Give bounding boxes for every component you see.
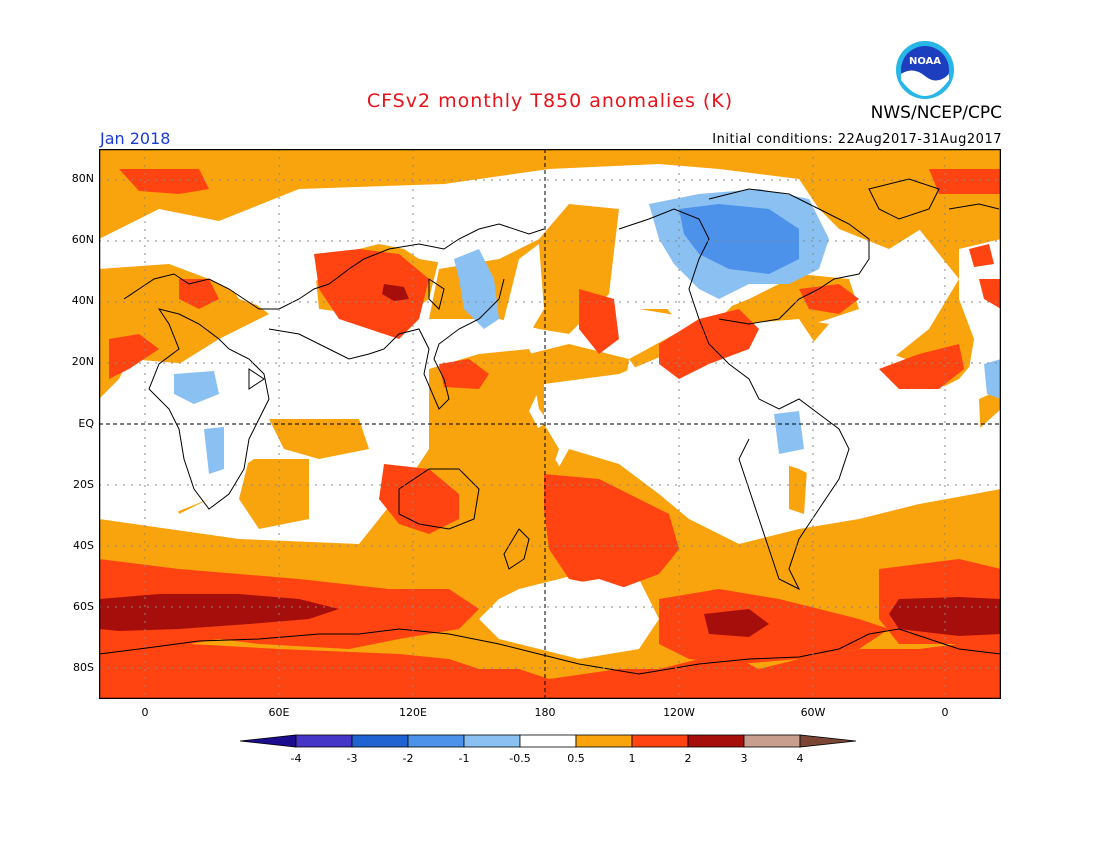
lat-label-eq: EQ xyxy=(78,417,94,430)
coastlines xyxy=(99,178,1001,675)
lat-label-80n: 80N xyxy=(71,172,94,185)
colorbar-tick-label: -4 xyxy=(291,752,302,765)
noaa-logo: NOAA xyxy=(896,41,954,99)
colorbar-swatch xyxy=(743,734,801,748)
colorbar-swatch xyxy=(631,734,689,748)
colorbar-tick-label: 3 xyxy=(741,752,748,765)
colorbar-swatch xyxy=(519,734,577,748)
lat-label-80s: 80S xyxy=(73,661,94,674)
colorbar-swatch-max xyxy=(799,734,857,748)
colorbar-tick-label: -3 xyxy=(347,752,358,765)
lat-label-20n: 20N xyxy=(71,355,94,368)
svg-text:NOAA: NOAA xyxy=(909,56,941,67)
colorbar-tick-label: 0.5 xyxy=(567,752,585,765)
colorbar-tick-label: 1 xyxy=(629,752,636,765)
colorbar-swatch xyxy=(463,734,521,748)
colorbar-swatch xyxy=(575,734,633,748)
map-frame xyxy=(99,149,1001,699)
lon-label-60e: 60E xyxy=(268,706,290,719)
agency-label: NWS/NCEP/CPC xyxy=(870,103,1002,123)
lon-label-120e: 120E xyxy=(399,706,427,719)
reference-lines xyxy=(99,149,1001,699)
colorbar-tick-label: 2 xyxy=(685,752,692,765)
lat-label-40s: 40S xyxy=(73,539,94,552)
colorbar-tick-label: -2 xyxy=(403,752,414,765)
map-title: CFSv2 monthly T850 anomalies (K) xyxy=(366,90,734,112)
colorbar-tick-label: -1 xyxy=(459,752,470,765)
lat-label-60s: 60S xyxy=(73,600,94,613)
anomaly-map xyxy=(99,149,1001,699)
colorbar-tick-label: -0.5 xyxy=(509,752,530,765)
lat-label-20s: 20S xyxy=(73,478,94,491)
lon-label-120w: 120W xyxy=(663,706,695,719)
colorbar: -4 -3 -2 -1 -0.5 0.5 1 2 3 4 xyxy=(239,734,857,765)
lon-label-0-east: 0 xyxy=(941,706,949,719)
valid-month-label: Jan 2018 xyxy=(100,129,171,148)
lat-label-60n: 60N xyxy=(71,233,94,246)
initial-conditions-label: Initial conditions: 22Aug2017-31Aug2017 xyxy=(712,132,1002,147)
lat-label-40n: 40N xyxy=(71,294,94,307)
colorbar-swatch-min xyxy=(239,734,297,748)
colorbar-swatch xyxy=(407,734,465,748)
colorbar-tick-label: 4 xyxy=(797,752,804,765)
lon-label-0-west: 0 xyxy=(141,706,149,719)
lon-label-180: 180 xyxy=(534,706,556,719)
colorbar-swatches xyxy=(239,734,857,748)
colorbar-labels: -4 -3 -2 -1 -0.5 0.5 1 2 3 4 xyxy=(291,752,804,765)
colorbar-swatch xyxy=(351,734,409,748)
anomaly-neutral-antarctic xyxy=(524,579,639,649)
colorbar-swatch xyxy=(687,734,745,748)
anomaly-minus-1-minus-2-region xyxy=(679,204,799,274)
colorbar-swatch xyxy=(295,734,353,748)
lon-label-60w: 60W xyxy=(800,706,826,719)
